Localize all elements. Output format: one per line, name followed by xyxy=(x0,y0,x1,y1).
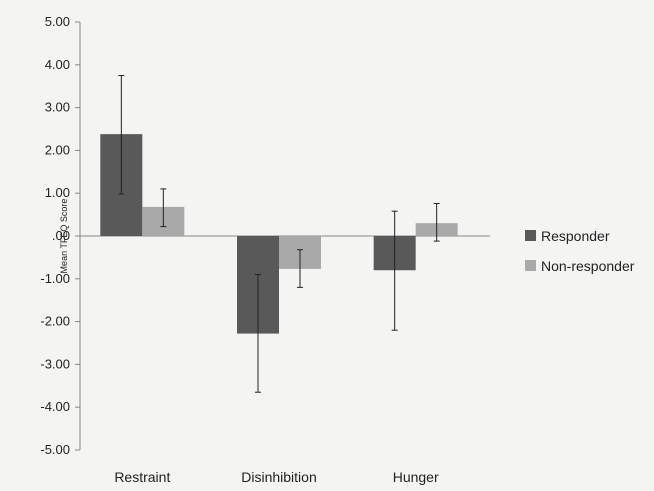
legend-swatch xyxy=(525,230,536,241)
error-bars xyxy=(118,75,440,393)
y-tick-label: 3.00 xyxy=(45,100,70,115)
category-label: Hunger xyxy=(393,469,439,485)
y-axis-title: Mean TFEQ Score xyxy=(59,199,69,274)
category-label: Disinhibition xyxy=(241,469,316,485)
legend-label: Non-responder xyxy=(541,258,635,274)
y-tick-label: -1.00 xyxy=(40,271,70,286)
y-tick-label: 2.00 xyxy=(45,142,70,157)
bars xyxy=(100,134,458,334)
y-tick-label: -3.00 xyxy=(40,356,70,371)
legend-label: Responder xyxy=(541,228,610,244)
y-tick-label: -4.00 xyxy=(40,399,70,414)
legend-swatch xyxy=(525,260,536,271)
labels: 5.00 4.00 3.00 2.00 1.00 .00 -1.00 -2.00 -3.00 -4… xyxy=(40,14,439,485)
y-tick-label: -2.00 xyxy=(40,314,70,329)
legend: Responder Non-responder xyxy=(525,228,635,274)
y-tick-label: 5.00 xyxy=(45,14,70,29)
category-label: Restraint xyxy=(114,469,170,485)
y-tick-label: 1.00 xyxy=(45,185,70,200)
y-tick-label: .00 xyxy=(52,228,70,243)
y-tick-label: 4.00 xyxy=(45,57,70,72)
y-tick-label: -5.00 xyxy=(40,442,70,457)
